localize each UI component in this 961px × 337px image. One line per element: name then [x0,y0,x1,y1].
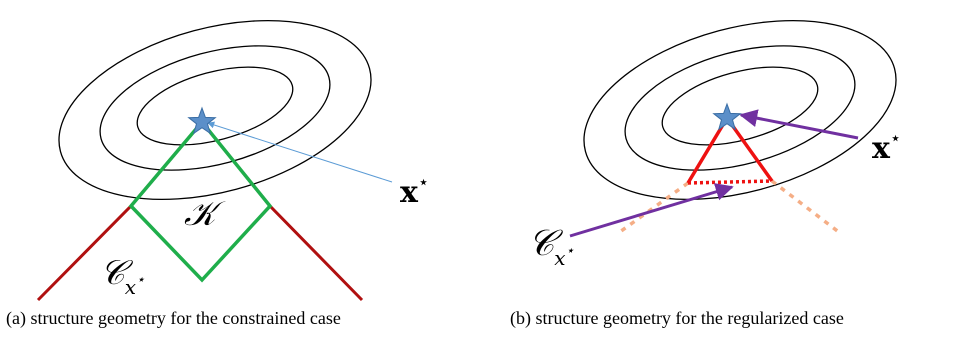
C-subsup-b: ⋆ [566,243,575,259]
contour-ellipses-b [583,19,897,201]
x-star-sup-b: ⋆ [890,128,901,149]
caption-b: (b) structure geometry for the regulariz… [510,308,844,328]
contour-outer-a [58,19,372,201]
arrow-from-x-star-b [739,109,859,140]
arrow-to-C-b [569,183,734,238]
panel-a: x⋆ 𝒦 𝒞x⋆ [36,19,429,302]
C-sub-b: x [554,246,565,270]
panel-b: x⋆ 𝒞x⋆ [528,19,901,270]
contour-mid-b [624,45,856,171]
contour-outer-b [583,19,897,201]
set-K-diamond [128,119,273,283]
feasible-edges-b [686,114,774,184]
x-star-base-a: x [400,175,419,210]
star-icon-b [712,102,742,131]
C-label-a: 𝒞x⋆ [100,253,145,299]
caption-a: (a) structure geometry for the constrain… [6,308,341,328]
star-icon-a [187,106,217,135]
feasible-base-dotted-b [687,179,773,185]
x-star-base-b: x [872,131,891,166]
contour-inner-a [136,66,294,146]
x-star-label-b: x⋆ [872,128,901,166]
K-label: 𝒦 [184,194,226,234]
cone-dashed-right-b [770,179,842,235]
cone-dashed-left-b [615,181,690,236]
C-label-b: 𝒞x⋆ [528,223,575,270]
C-subsup-a: ⋆ [136,272,145,288]
cone-dashed-b [615,179,842,236]
x-star-sup-a: ⋆ [418,172,429,193]
pointer-arrow-a [207,121,393,183]
contour-inner-b [661,66,819,146]
C-sub-a: x [125,275,136,299]
contour-mid-a [99,45,331,171]
x-star-label-a: x⋆ [400,172,429,210]
contour-ellipses-a [58,19,372,201]
